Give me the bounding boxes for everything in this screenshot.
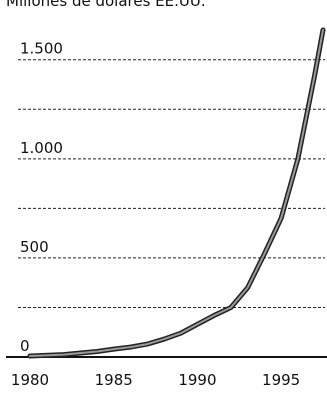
gridlines <box>18 59 325 308</box>
x-tick-label: 1990 <box>178 371 216 389</box>
y-tick-label: 500 <box>20 238 49 256</box>
y-tick-label: 1.000 <box>20 139 63 157</box>
x-tick-label: 1980 <box>11 371 49 389</box>
series-group <box>27 27 326 359</box>
y-tick-labels: 0 500 1.000 1.500 <box>20 40 63 355</box>
x-tick-label: 1985 <box>95 371 133 389</box>
x-tick-label: 1995 <box>262 371 300 389</box>
y-tick-label: 1.500 <box>20 40 63 58</box>
y-axis-title: Millones de dólares EE.UU. <box>6 0 206 10</box>
x-tick-labels: 1980 1985 1990 1995 <box>11 371 300 389</box>
series-line <box>29 29 324 357</box>
y-tick-label: 0 <box>20 337 30 355</box>
